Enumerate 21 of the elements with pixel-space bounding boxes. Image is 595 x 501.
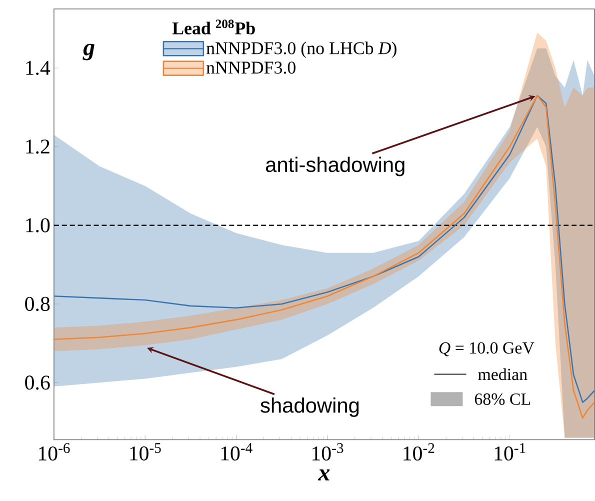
legend-label: nNNPDF3.0 (no LHCb D) bbox=[206, 42, 396, 58]
x-tick-label: 10$^{-1}$ bbox=[494, 443, 526, 461]
x-tick-label: 10$^{-5}$ bbox=[130, 443, 161, 461]
x-tick-label: 10$^{-3}$ bbox=[312, 443, 344, 461]
annotation: 68% CL bbox=[474, 394, 530, 406]
x-tick-label: 10$^{-6}$ bbox=[39, 443, 70, 461]
annotation: Q = 10.0 GeV bbox=[439, 342, 534, 356]
legend-title: Lead $^{208}$Pb bbox=[172, 20, 255, 35]
y-tick-label: 0.6 bbox=[25, 376, 50, 390]
y-tick-label: 0.8 bbox=[25, 297, 50, 312]
x-tick-label: 10$^{-2}$ bbox=[404, 443, 434, 461]
y-tick-label: 1.4 bbox=[26, 61, 50, 76]
annotation: shadowing bbox=[260, 398, 359, 418]
legend-label: nNNPDF3.0 bbox=[206, 62, 296, 74]
x-axis-title: x bbox=[318, 470, 330, 481]
x-tick-label: 10$^{-4}$ bbox=[221, 443, 252, 461]
annotation: anti-shadowing bbox=[266, 156, 404, 176]
y-tick-label: 1.2 bbox=[26, 140, 50, 154]
y-tick-label: 1.0 bbox=[26, 218, 50, 233]
y-axis-title: g bbox=[82, 44, 94, 60]
annotation: median bbox=[478, 368, 528, 380]
